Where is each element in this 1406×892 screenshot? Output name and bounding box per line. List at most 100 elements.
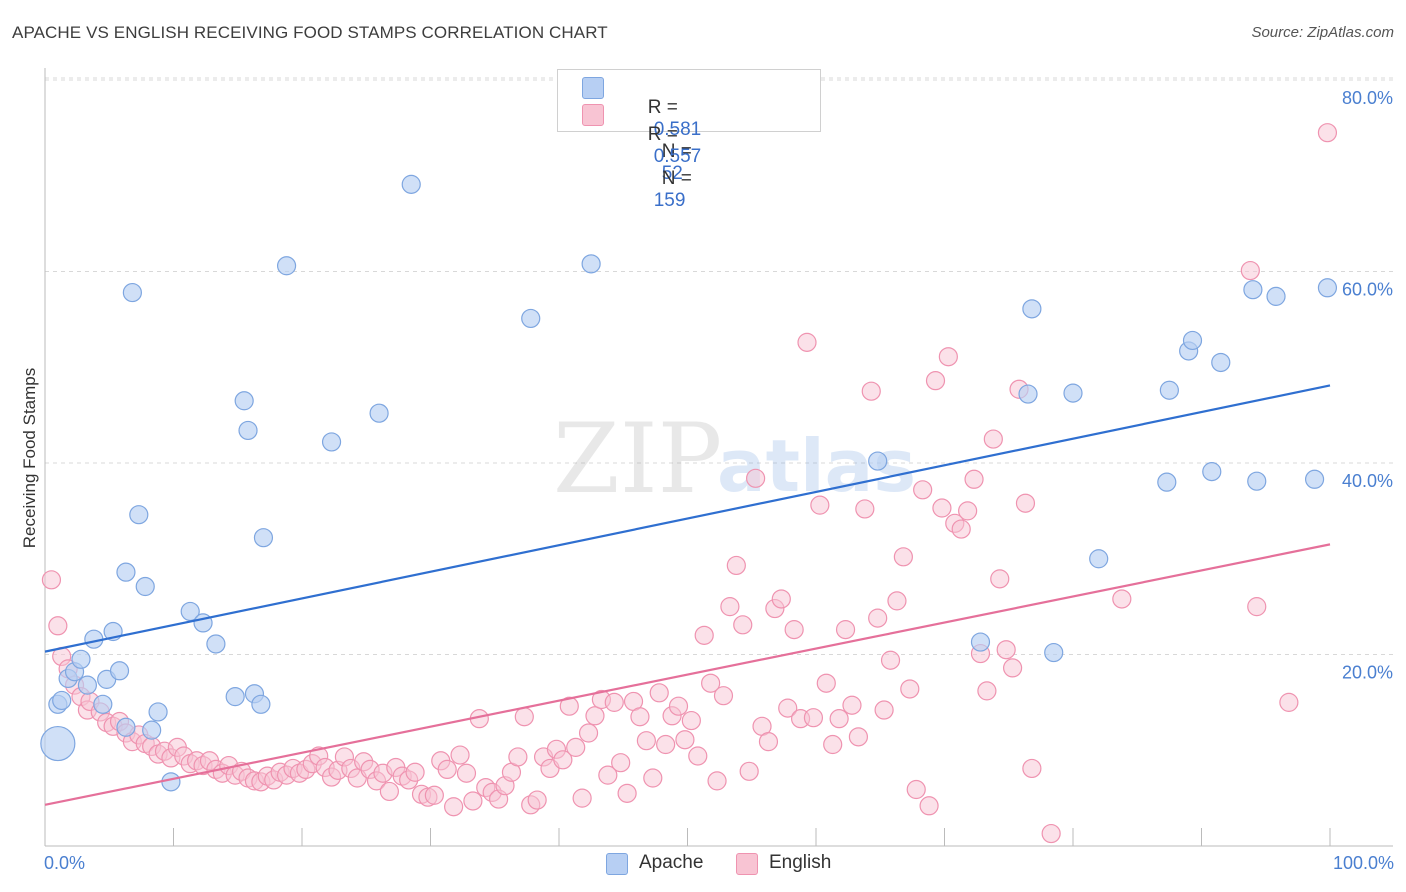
english-trend-line — [44, 543, 1331, 806]
english-legend-swatch — [736, 853, 758, 875]
english-point — [41, 570, 62, 590]
english-point — [572, 788, 592, 808]
english-point — [1015, 493, 1036, 513]
english-point — [1279, 692, 1299, 712]
english-points — [41, 123, 1338, 844]
apache-point — [122, 282, 142, 303]
apache-point — [71, 649, 91, 669]
grid-layer — [45, 77, 1393, 655]
apache-point — [1243, 280, 1263, 300]
english-point — [977, 681, 997, 701]
english-point — [514, 707, 534, 727]
english-point — [880, 650, 901, 670]
legend-row-apache: R = 0.581 N = 52 — [582, 75, 701, 184]
english-point — [611, 753, 631, 773]
english-point — [810, 495, 830, 515]
english-point — [951, 519, 971, 539]
apache-point — [40, 725, 76, 762]
english-point — [636, 731, 656, 751]
english-point — [649, 683, 669, 703]
english-point — [424, 785, 444, 805]
english-point — [643, 768, 663, 788]
trend-lines — [44, 384, 1331, 806]
english-point — [746, 468, 766, 488]
english-point — [463, 791, 483, 811]
english-point — [585, 706, 605, 726]
correlation-legend: R = 0.581 N = 52 R = 0.557 N = 159 — [557, 69, 821, 211]
english-point — [707, 771, 727, 791]
apache-point — [234, 391, 254, 411]
english-r-value: 0.557 — [653, 146, 702, 167]
apache-point — [1157, 472, 1177, 492]
english-point — [553, 750, 573, 770]
english-point — [726, 555, 746, 576]
english-point — [617, 783, 637, 803]
english-point — [450, 745, 470, 765]
apache-point — [225, 687, 245, 707]
english-point — [1240, 260, 1260, 281]
english-point — [1112, 589, 1132, 609]
y-tick-label: 60.0% — [1342, 280, 1393, 300]
watermark-zip: ZIP — [553, 403, 722, 515]
english-point — [437, 759, 457, 780]
english-point — [701, 673, 721, 693]
apache-point — [129, 505, 149, 525]
legend-n-label: N = — [661, 141, 692, 162]
english-point — [938, 347, 958, 367]
english-point — [1003, 658, 1023, 678]
english-point — [842, 695, 862, 715]
english-legend-label: English — [769, 852, 832, 873]
apache-point — [1044, 642, 1064, 663]
english-point — [835, 620, 856, 640]
apache-point — [1317, 278, 1338, 298]
english-point — [919, 796, 939, 816]
english-point — [816, 673, 836, 693]
english-point — [784, 620, 804, 640]
english-point — [688, 746, 708, 766]
apache-point — [369, 403, 389, 423]
english-point — [720, 597, 740, 617]
legend-r-label: R = — [647, 97, 678, 118]
apache-r-value: 0.581 — [653, 119, 702, 140]
apache-point — [251, 694, 271, 714]
apache-swatch — [582, 77, 604, 99]
apache-legend-swatch — [606, 853, 628, 875]
apache-point — [253, 528, 274, 548]
english-point — [1317, 123, 1338, 143]
english-point — [694, 625, 714, 645]
apache-points — [40, 174, 1338, 792]
english-point — [996, 640, 1016, 660]
apache-legend-label: Apache — [639, 852, 704, 873]
english-point — [829, 709, 849, 729]
english-point — [668, 696, 689, 716]
english-point — [861, 381, 881, 401]
english-point — [578, 723, 599, 743]
chart-title: APACHE VS ENGLISH RECEIVING FOOD STAMPS … — [12, 23, 608, 42]
watermark: ZIP atlas — [553, 403, 916, 515]
apache-point — [970, 632, 991, 652]
english-point — [1022, 758, 1042, 779]
apache-n-value: 52 — [661, 163, 683, 184]
english-point — [48, 616, 68, 636]
apache-point — [1018, 384, 1038, 404]
x-tick-labels: 0.0% 100.0% — [44, 853, 1394, 873]
apache-point — [142, 720, 162, 740]
apache-point — [401, 174, 421, 194]
apache-point — [52, 690, 72, 711]
apache-point — [206, 634, 226, 654]
y-tick-label: 40.0% — [1342, 471, 1393, 491]
apache-point — [521, 308, 541, 329]
english-point — [958, 501, 978, 521]
english-point — [681, 710, 701, 731]
english-point — [508, 747, 528, 767]
english-point — [925, 371, 946, 391]
english-point — [893, 547, 913, 567]
apache-point — [1089, 549, 1109, 569]
apache-point — [276, 256, 297, 276]
apache-point — [1182, 330, 1203, 351]
apache-point — [109, 661, 130, 681]
apache-point — [1159, 380, 1179, 400]
english-point — [983, 429, 1003, 449]
apache-point — [1247, 471, 1267, 491]
